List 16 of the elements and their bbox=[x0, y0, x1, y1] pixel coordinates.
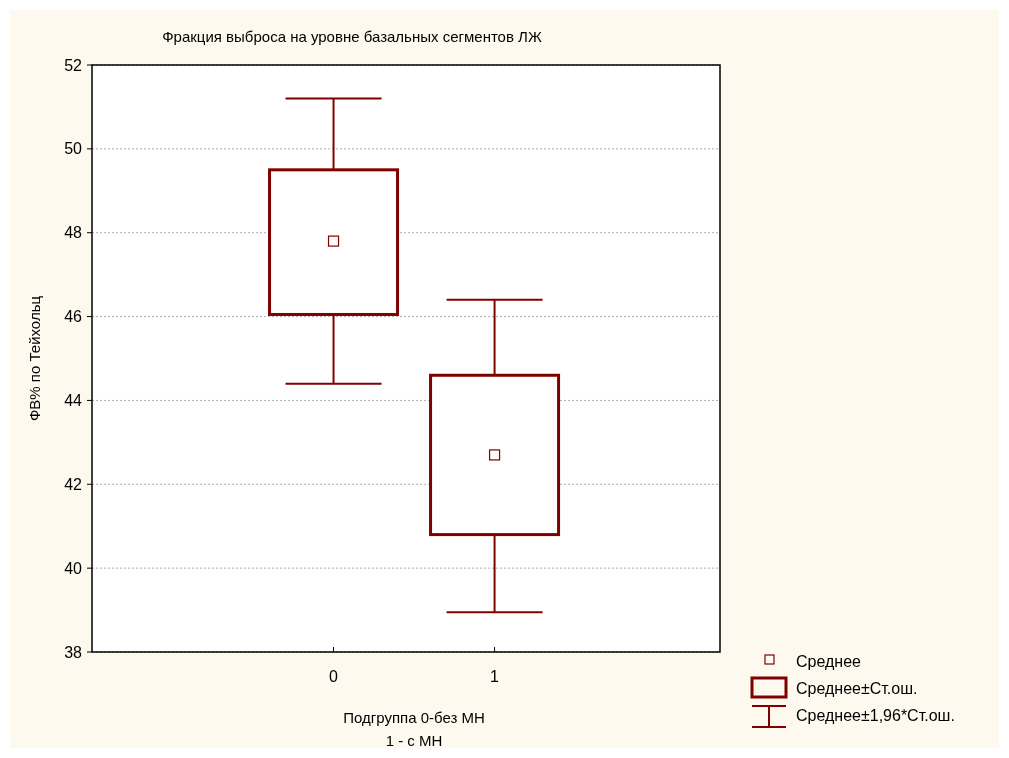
y-tick-label: 42 bbox=[64, 475, 83, 493]
chart-title: Фракция выброса на уровне базальных сегментов ЛЖ bbox=[162, 28, 542, 45]
x-axis-title: Подгруппа 0-без МН 1 - с МН bbox=[343, 709, 485, 749]
text: Среднее bbox=[796, 653, 862, 670]
y-tick-label: 40 bbox=[64, 559, 83, 577]
text: Среднее±Ст.ош. bbox=[796, 680, 918, 697]
y-tick-label: 38 bbox=[64, 643, 83, 661]
x-tick-label: 1 bbox=[490, 668, 500, 685]
y-tick-label: 46 bbox=[64, 308, 83, 326]
y-tick-label: 52 bbox=[64, 56, 83, 74]
y-tick-label: 44 bbox=[64, 392, 83, 410]
y-tick-label: 50 bbox=[64, 140, 83, 158]
y-tick-label: 48 bbox=[64, 224, 83, 242]
x-tick-label: 0 bbox=[329, 668, 339, 685]
text: Среднее±1,96*Ст.ош. bbox=[796, 707, 955, 724]
y-axis-title: ФВ% по Тейхольц bbox=[26, 295, 43, 422]
